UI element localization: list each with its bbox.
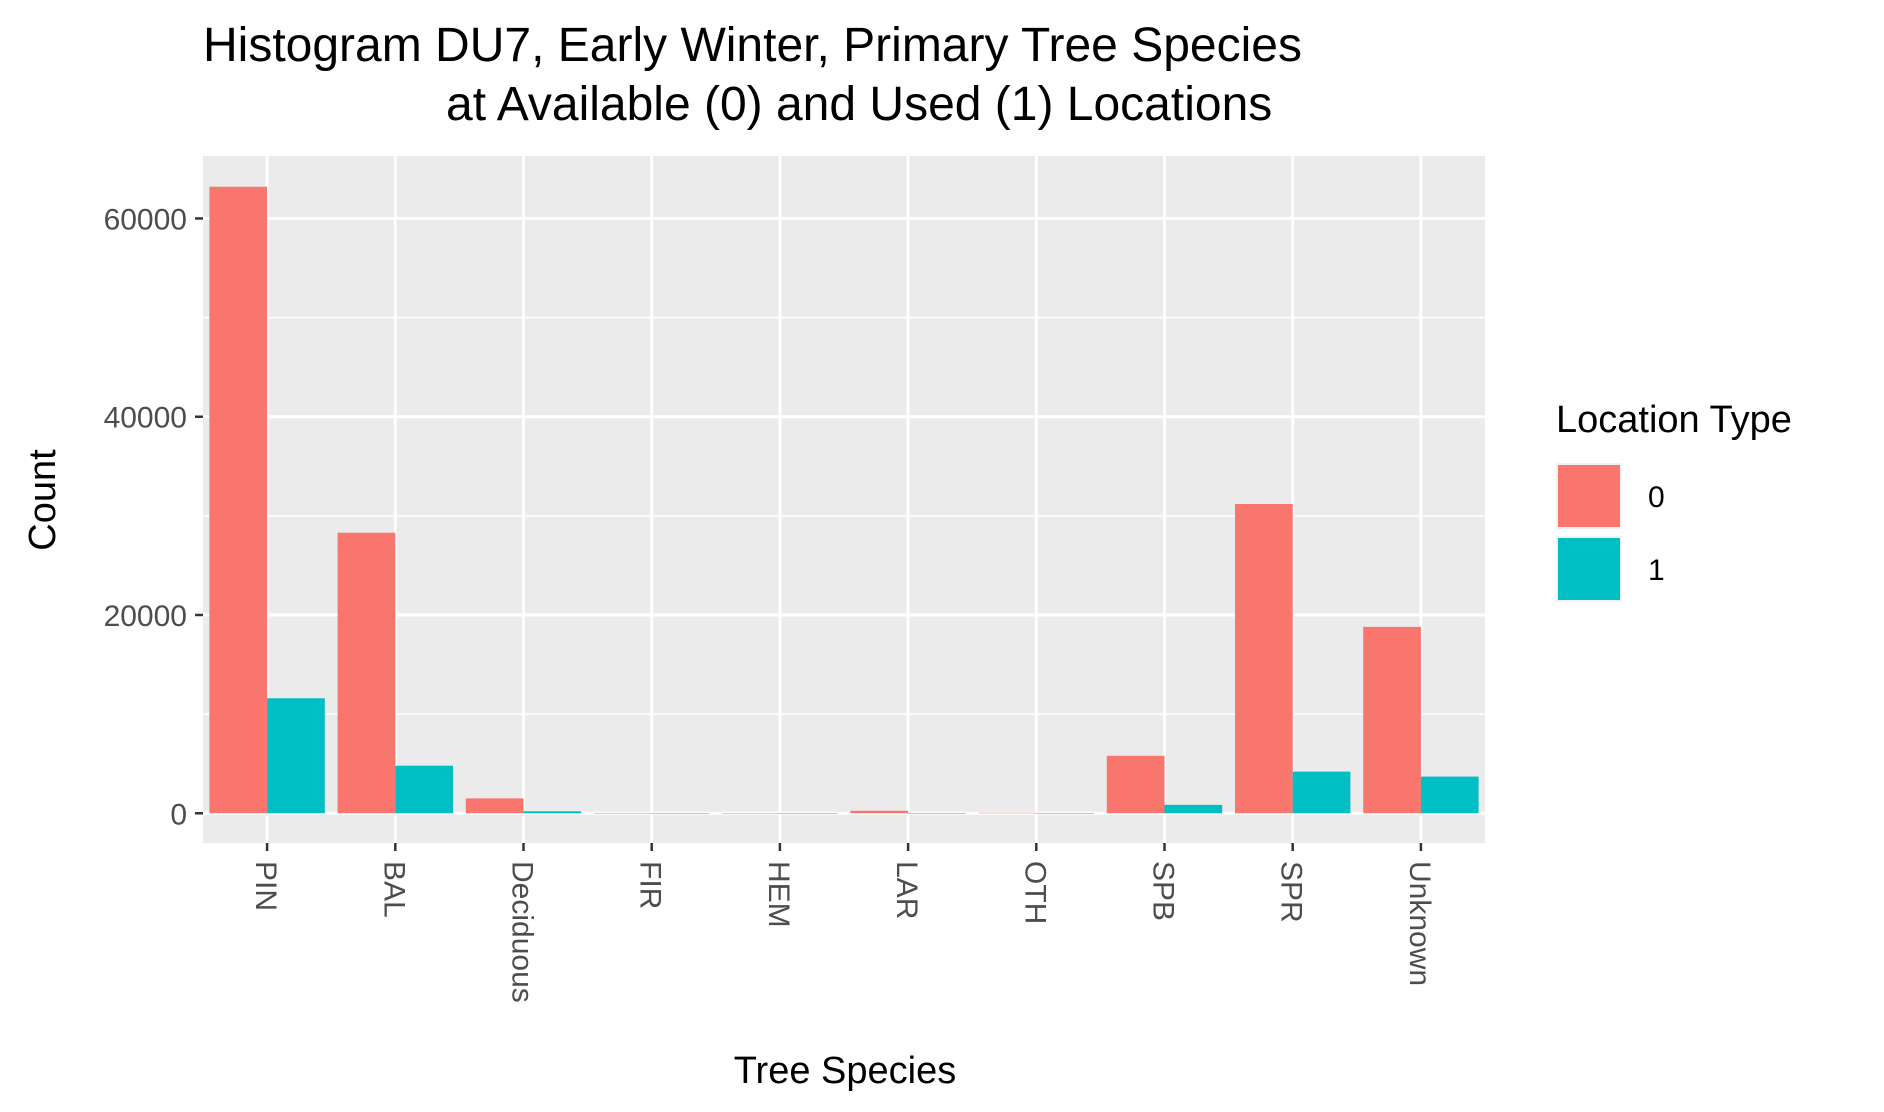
legend-swatch-0 [1558, 465, 1620, 527]
plot-panel [203, 156, 1485, 843]
x-tick-label: OTH [1018, 861, 1051, 924]
bar-spb-series-1 [1164, 804, 1223, 814]
chart-title-line-2: at Available (0) and Used (1) Locations [446, 78, 1272, 131]
y-tick-label: 60000 [104, 203, 187, 236]
x-tick-label: HEM [762, 861, 795, 928]
x-tick-label: Unknown [1403, 861, 1436, 986]
x-tick-label: BAL [377, 861, 410, 918]
bars-group [209, 186, 1479, 814]
x-tick-label: SPB [1147, 861, 1180, 921]
bar-deciduous-series-1 [523, 811, 582, 814]
legend: Location Type 01 [1556, 399, 1792, 602]
x-axis: PIN BAL Deciduous FIR HEM LAR OTH SPB SPR Unknown [249, 843, 1436, 1003]
bar-spb-series-0 [1106, 755, 1165, 814]
legend-items: 01 [1556, 463, 1665, 602]
bar-pin-series-1 [267, 698, 325, 814]
legend-swatch-1 [1558, 538, 1620, 600]
bar-oth-series-0 [978, 812, 1037, 814]
y-tick-label: 20000 [104, 600, 187, 633]
x-tick-label: LAR [890, 861, 923, 919]
bar-lar-series-0 [850, 810, 909, 814]
bar-lar-series-1 [908, 813, 966, 814]
x-tick-label: FIR [634, 861, 667, 909]
bar-bal-series-0 [337, 532, 396, 814]
bar-hem-series-0 [722, 813, 780, 814]
legend-label-0: 0 [1648, 481, 1665, 514]
bar-spr-series-1 [1292, 771, 1351, 814]
y-axis: 0 20000 40000 60000 [104, 203, 203, 831]
bar-unknown-series-1 [1420, 776, 1479, 814]
legend-title: Location Type [1556, 399, 1792, 441]
bar-bal-series-1 [395, 765, 453, 814]
bar-deciduous-series-0 [465, 798, 524, 814]
bar-unknown-series-0 [1363, 626, 1421, 814]
bar-hem-series-1 [779, 813, 838, 814]
bar-fir-series-1 [651, 813, 710, 814]
bar-fir-series-0 [594, 812, 652, 814]
y-axis-title: Count [22, 449, 64, 551]
y-tick-label: 0 [170, 798, 187, 831]
chart-title-line-1: Histogram DU7, Early Winter, Primary Tre… [203, 19, 1302, 72]
x-tick-label: PIN [249, 861, 282, 911]
bar-oth-series-1 [1036, 813, 1094, 814]
x-axis-title: Tree Species [734, 1050, 956, 1092]
x-tick-label: Deciduous [506, 861, 539, 1003]
bar-pin-series-0 [209, 186, 268, 814]
x-tick-label: SPR [1275, 861, 1308, 923]
legend-label-1: 1 [1648, 554, 1665, 587]
y-tick-label: 40000 [104, 402, 187, 435]
bar-spr-series-0 [1235, 503, 1293, 814]
